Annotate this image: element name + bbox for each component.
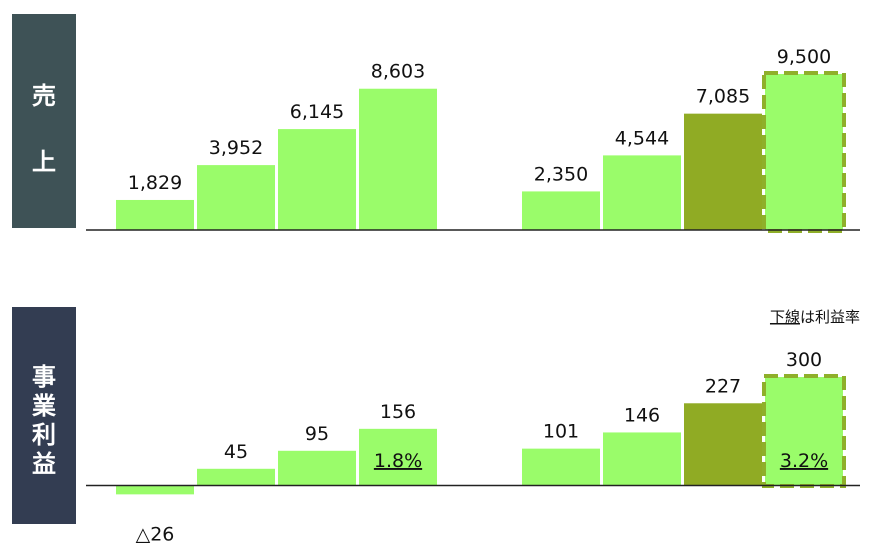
sales-bar — [278, 129, 356, 230]
profit-bar-group: △26 45 95 156 1.8% 101 146 227 300 3.2% — [116, 349, 846, 544]
sales-value-label: 7,085 — [696, 86, 750, 108]
profit-value-label: 95 — [305, 423, 329, 445]
sales-bar-group: 1,829 3,952 6,145 8,603 2,350 4,544 7,085 9,500 — [116, 46, 846, 233]
profit-value-label: 300 — [786, 349, 822, 371]
profit-bar — [765, 377, 843, 485]
profit-bar — [197, 468, 275, 485]
sales-value-label: 4,544 — [615, 127, 669, 149]
profit-value-label: 101 — [543, 421, 579, 443]
sales-bar — [359, 88, 437, 231]
profit-bar — [278, 450, 356, 485]
sales-label-char: 売 — [32, 82, 56, 110]
profit-bar — [684, 403, 762, 485]
sales-value-label: 2,350 — [534, 163, 588, 185]
margin-note-rest: は利益率 — [800, 308, 860, 326]
profit-bar — [522, 448, 600, 485]
sales-bar — [603, 155, 681, 230]
profit-value-label: △26 — [136, 523, 175, 544]
margin-note: 下線は利益率 — [770, 308, 860, 326]
profit-value-label: 146 — [624, 404, 660, 426]
profit-bar — [359, 428, 437, 485]
sales-bar — [197, 165, 275, 230]
profit-margin-label: 1.8% — [374, 450, 422, 472]
profit-margin-label: 3.2% — [780, 450, 828, 472]
profit-label-char: 益 — [32, 450, 56, 478]
profit-label-char: 事 — [32, 363, 56, 391]
profit-value-label: 45 — [224, 441, 248, 463]
sales-value-label: 1,829 — [128, 172, 182, 194]
sales-bar — [765, 74, 843, 230]
sales-bar — [522, 191, 600, 230]
sales-label-char: 上 — [32, 148, 56, 176]
sales-value-label: 6,145 — [290, 101, 344, 123]
profit-bar — [116, 485, 194, 495]
profit-value-label: 227 — [705, 375, 741, 397]
profit-value-label: 156 — [380, 401, 416, 423]
sales-bar — [684, 113, 762, 230]
sales-value-label: 9,500 — [777, 46, 831, 68]
profit-bar — [603, 432, 681, 485]
margin-note-underlined: 下線 — [770, 308, 800, 326]
sales-value-label: 3,952 — [209, 137, 263, 159]
sales-label-box — [12, 14, 76, 228]
sales-value-label: 8,603 — [371, 61, 425, 83]
profit-label-char: 利 — [32, 421, 56, 449]
profit-label-char: 業 — [32, 392, 56, 420]
profit-label-box — [12, 307, 76, 524]
sales-bar — [116, 199, 194, 230]
sales-forecast-outline — [762, 71, 846, 233]
